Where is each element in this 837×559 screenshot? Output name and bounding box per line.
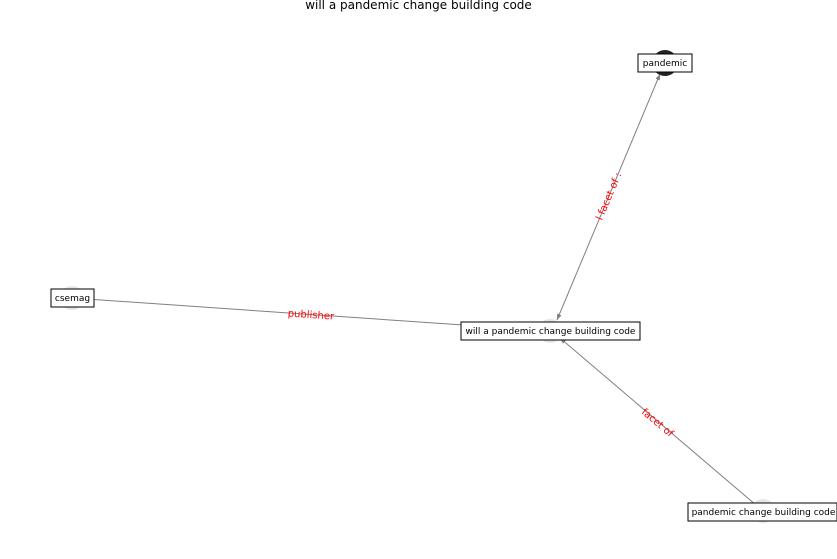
edge-center-pandemic (556, 73, 661, 321)
diagram-title: will a pandemic change building code (305, 0, 532, 12)
edge-label-publisher: publisher (287, 308, 335, 322)
edge-pcbc-center (559, 337, 764, 512)
node-pandemic-label-box (637, 53, 693, 73)
edge-label-facet-of: facet of (639, 407, 676, 440)
node-csemag-label: csemag (55, 294, 90, 304)
node-pcbc-label: pandemic change building code (692, 508, 836, 518)
node-center-label-box (460, 321, 641, 341)
edge-label-facet-of-pandemic: l facet of : (594, 171, 624, 222)
node-pandemic-label: pandemic (643, 59, 687, 69)
node-pcbc-label-box (687, 502, 837, 522)
node-csemag-label-box (50, 288, 95, 308)
node-center-label: will a pandemic change building code (466, 327, 636, 337)
